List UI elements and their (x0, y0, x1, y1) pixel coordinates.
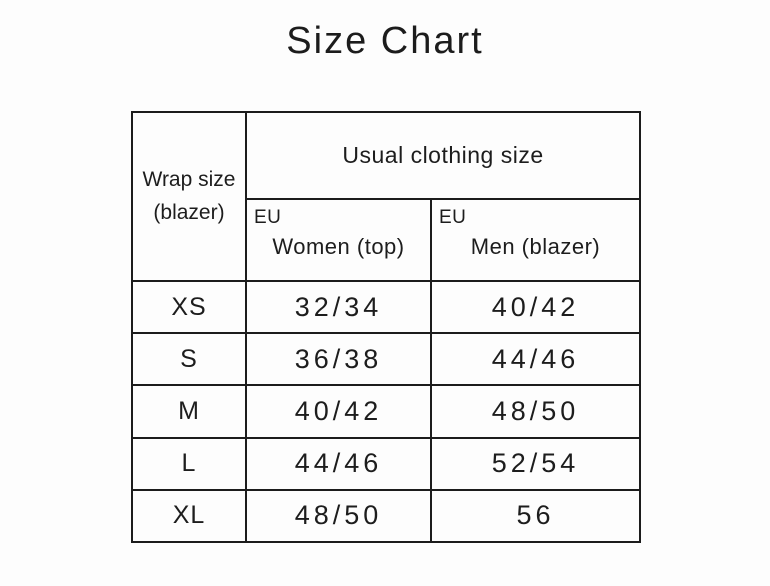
eu-region-label: EU (439, 207, 467, 228)
wrap-size-cell: M (131, 384, 247, 439)
women-size-cell: 40/42 (245, 384, 432, 439)
sub-header-row: EU Women (top) EU Men (blazer) (132, 198, 642, 282)
table-row-m: M 40/42 48/50 (131, 384, 642, 439)
men-column-header: EU Men (blazer) (429, 198, 642, 282)
women-column-label: Women (top) (272, 234, 405, 259)
men-size-cell: 56 (429, 488, 642, 544)
wrap-size-cell: S (131, 332, 247, 387)
table-row-l: L 44/46 52/54 (131, 436, 642, 491)
women-size-cell: 44/46 (245, 436, 432, 491)
men-size-cell: 44/46 (429, 332, 642, 387)
usual-clothing-size-header: Usual clothing size (244, 111, 642, 200)
men-size-cell: 40/42 (429, 279, 642, 335)
women-size-cell: 36/38 (245, 332, 432, 387)
wrap-size-cell: XL (131, 488, 247, 544)
eu-region-label: EU (254, 207, 282, 228)
wrap-size-cell: XS (131, 279, 247, 335)
women-column-header: EU Women (top) (245, 198, 432, 282)
wrap-size-cell: L (131, 436, 247, 491)
men-column-label: Men (blazer) (470, 234, 601, 259)
table-row-xs: XS 32/34 40/42 (131, 279, 642, 335)
page-title: Size Chart (286, 20, 484, 62)
men-size-cell: 48/50 (429, 384, 642, 439)
wrap-size-header: Wrap size (blazer) (131, 111, 247, 282)
women-size-cell: 48/50 (245, 488, 432, 544)
group-header-row: Wrap size (blazer) Usual clothing size (131, 111, 642, 282)
table-row-xl: XL 48/50 56 (131, 488, 642, 544)
men-size-cell: 52/54 (429, 436, 642, 491)
table-row-s: S 36/38 44/46 (131, 332, 642, 387)
size-chart-table: Wrap size (blazer) Usual clothing size E… (131, 111, 642, 544)
women-size-cell: 32/34 (245, 279, 432, 335)
